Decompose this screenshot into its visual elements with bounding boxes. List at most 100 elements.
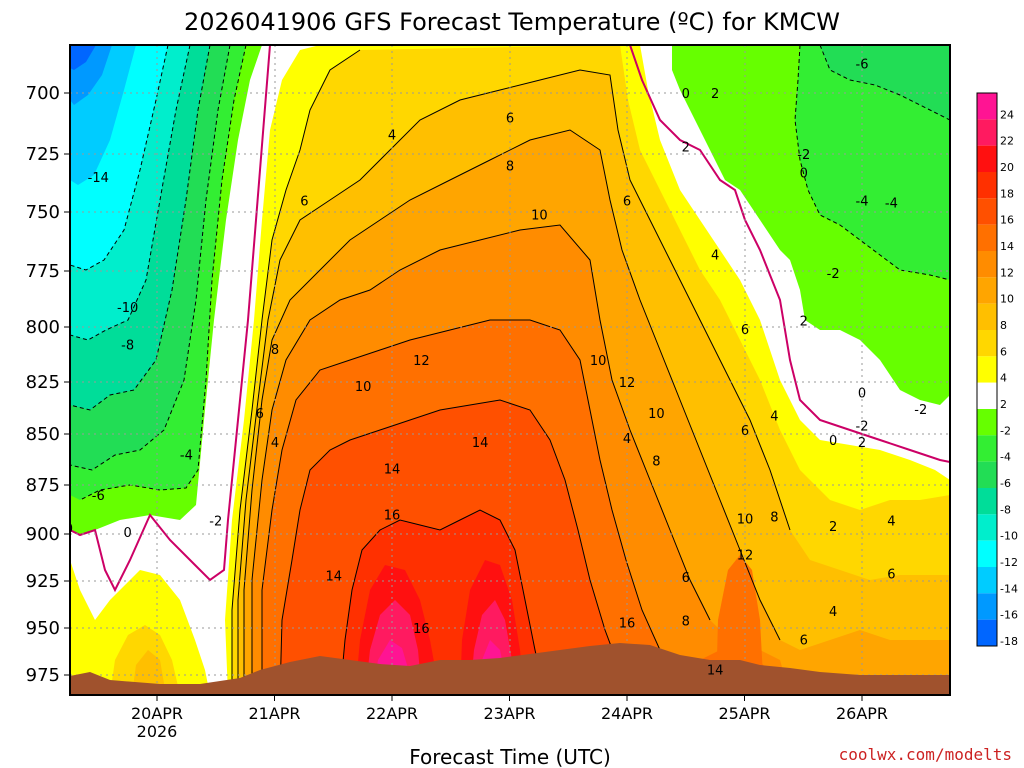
contour-label: 14 xyxy=(325,569,342,584)
ytick-label: 900 xyxy=(26,524,60,545)
contour-label: 8 xyxy=(682,614,690,629)
contour-label: 12 xyxy=(737,549,754,564)
contour-label: 2 xyxy=(711,87,719,102)
contour-label: 2 xyxy=(858,436,866,451)
colorbar-swatch xyxy=(977,303,997,330)
contour-label: -4 xyxy=(180,448,193,463)
plot-area: -14-10-8-6-4-20 0468646810121010141416141… xyxy=(65,45,950,695)
ytick-label: 700 xyxy=(26,83,60,104)
contour-label: 2 xyxy=(829,520,837,535)
xtick-label: 20APR xyxy=(131,704,183,723)
contour-label: 0 xyxy=(829,434,837,449)
contour-label: 4 xyxy=(271,436,279,451)
contour-label: 10 xyxy=(737,512,754,527)
colorbar-level-label: 24 xyxy=(1000,108,1014,121)
contour-label: 0 xyxy=(800,167,808,182)
contour-label: -14 xyxy=(88,171,109,186)
ytick-label: 800 xyxy=(26,317,60,338)
contour-label: 0 xyxy=(858,386,866,401)
contour-label: 16 xyxy=(619,616,636,631)
colorbar-level-label: 8 xyxy=(1000,319,1007,332)
ytick-label: 875 xyxy=(26,475,60,496)
contour-label: -6 xyxy=(92,489,105,504)
contour-label: -4 xyxy=(885,197,898,212)
terrain-ground xyxy=(70,643,950,695)
isotherm-zero-left xyxy=(70,45,271,593)
colorbar-swatch xyxy=(977,198,997,225)
contour-label: -2 xyxy=(797,148,810,163)
xtick-label: 21APR xyxy=(248,704,300,723)
colorbar-swatch xyxy=(977,145,997,172)
colorbar-swatch xyxy=(977,461,997,488)
contour-label: -2 xyxy=(856,420,869,435)
xtick-label: 25APR xyxy=(718,704,770,723)
colorbar-swatch xyxy=(977,356,997,383)
contour-label: -8 xyxy=(121,339,134,354)
chart-title: 2026041906 GFS Forecast Temperature (ºC)… xyxy=(184,8,840,36)
colorbar-swatch xyxy=(977,277,997,304)
contour-label: 0 xyxy=(65,522,73,537)
band-plus2-left xyxy=(70,560,210,695)
x-axis-label: Forecast Time (UTC) xyxy=(409,745,611,768)
colorbar-level-label: 18 xyxy=(1000,187,1014,200)
colorbar-swatch xyxy=(977,409,997,436)
contour-label: 2 xyxy=(682,141,690,156)
ytick-label: 850 xyxy=(26,424,60,445)
contour-label: 12 xyxy=(619,376,636,391)
band-minus18 xyxy=(70,45,96,70)
contour-label: 4 xyxy=(887,514,895,529)
band-minus4-right xyxy=(795,45,950,280)
contour-label: -4 xyxy=(856,194,869,209)
ytick-label: 975 xyxy=(26,665,60,686)
ytick-label: 775 xyxy=(26,261,60,282)
contour-label: 10 xyxy=(531,208,548,223)
contour-label: 4 xyxy=(623,432,631,447)
contour-label: 2 xyxy=(800,314,808,329)
colorbar-swatch xyxy=(977,119,997,146)
contour-label: 0 xyxy=(123,526,131,541)
contour-label: 10 xyxy=(648,407,665,422)
colorbar-swatch xyxy=(977,251,997,278)
contour-label: 8 xyxy=(652,455,660,470)
contour-label: 4 xyxy=(770,409,778,424)
contour-label: 14 xyxy=(384,463,401,478)
colorbar-swatch xyxy=(977,488,997,515)
contour-lines xyxy=(231,49,791,695)
colorbar-swatch xyxy=(977,172,997,199)
colorbar-frame xyxy=(976,92,998,647)
contour-label: -2 xyxy=(827,267,840,282)
contour-label: 6 xyxy=(800,633,808,648)
xtick-label: 23APR xyxy=(483,704,535,723)
contour-label: -2 xyxy=(914,403,927,418)
colorbar: 24 22 20 18 16 14 12 10 8 6 4 2 -2 -4 -6 -8 -10 -12 -14 -16… xyxy=(976,92,1018,648)
colorbar-level-label: -2 xyxy=(1000,424,1011,437)
colorbar-swatch xyxy=(977,514,997,541)
colorbar-swatch xyxy=(977,224,997,251)
band-minus6-right xyxy=(820,45,950,120)
contour-label: 12 xyxy=(413,354,430,369)
colorbar-level-label: 22 xyxy=(1000,135,1014,148)
colorbar-level-label: -18 xyxy=(1000,635,1018,648)
colorbar-level-label: 4 xyxy=(1000,372,1007,385)
colorbar-level-label: 20 xyxy=(1000,161,1014,174)
colorbar-swatch xyxy=(977,540,997,567)
contour-label: 8 xyxy=(770,510,778,525)
contour-label: 6 xyxy=(682,571,690,586)
colorbar-swatch xyxy=(977,382,997,409)
contour-label: -6 xyxy=(856,58,869,73)
colorbar-level-label: 14 xyxy=(1000,240,1014,253)
contour-label: 14 xyxy=(472,436,489,451)
colorbar-level-label: -12 xyxy=(1000,556,1018,569)
contour-label: 4 xyxy=(388,128,396,143)
colorbar-swatch xyxy=(977,619,997,646)
contour-label: 6 xyxy=(506,111,514,126)
source-credit: coolwx.com/modelts xyxy=(839,745,1012,764)
ytick-label: 725 xyxy=(26,144,60,165)
contour-label: 4 xyxy=(711,248,719,263)
colorbar-level-label: 10 xyxy=(1000,293,1014,306)
contour-label: -2 xyxy=(209,514,222,529)
contour-label: 14 xyxy=(707,663,724,678)
colorbar-level-label: -10 xyxy=(1000,530,1018,543)
